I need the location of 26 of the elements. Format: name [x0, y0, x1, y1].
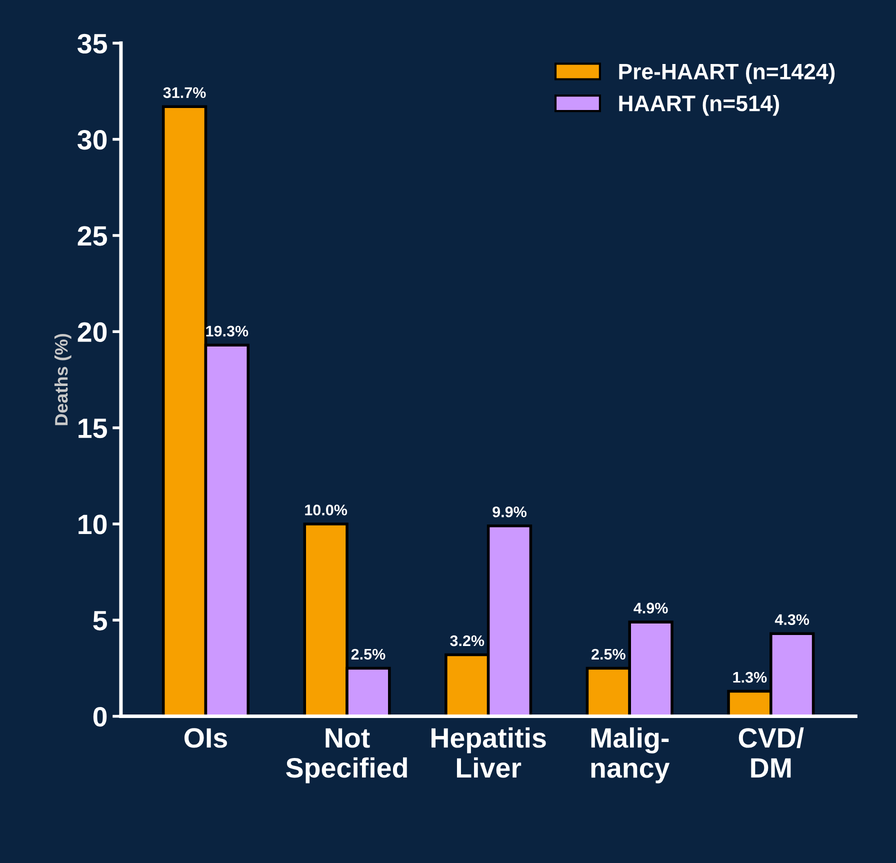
legend-label: Pre-HAART (n=1424) [619, 63, 835, 84]
y-axis-title: Deaths (%) [54, 334, 72, 426]
y-tick-label: 10 [78, 514, 107, 534]
data-label: 19.3% [206, 326, 248, 337]
data-label: 31.7% [163, 87, 206, 98]
x-tick-label: CVD/ DM [738, 727, 804, 778]
data-label: 1.3% [733, 672, 767, 683]
data-label: 10.0% [305, 504, 348, 516]
x-tick-label: Hepatitis Liver [432, 727, 546, 778]
x-tick-label: Malig- nancy [591, 727, 670, 784]
y-tick-label: 15 [78, 418, 107, 438]
x-tick-label: OIs [184, 728, 227, 748]
data-label: 9.9% [492, 506, 527, 518]
data-label: 4.9% [634, 602, 668, 614]
data-label: 3.2% [450, 635, 484, 646]
data-label: 2.5% [592, 648, 626, 660]
y-tick-label: 35 [78, 34, 107, 54]
y-tick-label: 5 [93, 611, 107, 630]
y-tick-label: 30 [78, 130, 107, 150]
legend-label: HAART (n=514) [619, 94, 779, 116]
y-tick-label: 25 [78, 226, 107, 246]
data-label: 4.3% [774, 614, 810, 626]
y-tick-label: 20 [78, 322, 107, 342]
x-tick-label: Not Specified [286, 728, 407, 784]
data-label: 2.5% [351, 648, 386, 660]
y-tick-label: 0 [93, 706, 107, 727]
